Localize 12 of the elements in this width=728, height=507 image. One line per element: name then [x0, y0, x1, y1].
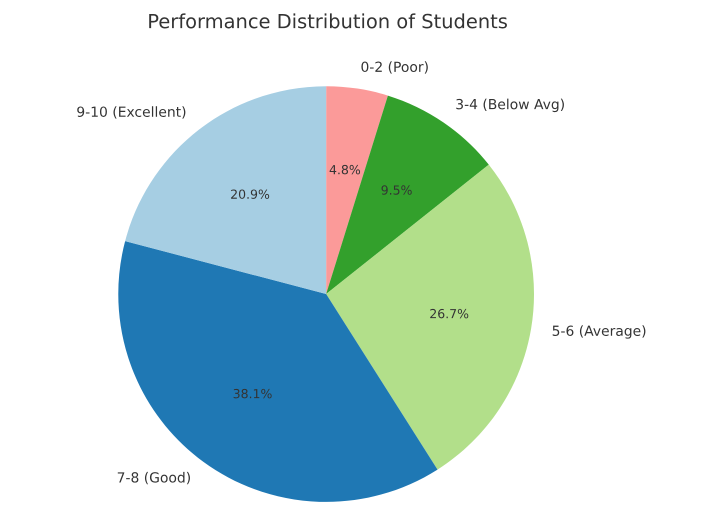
data-label: 4.8% — [330, 164, 360, 174]
slice-label: 5-6 (Average) — [552, 325, 646, 339]
slice-label: 0-2 (Poor) — [361, 61, 428, 74]
slice-label: 7-8 (Good) — [118, 472, 190, 484]
data-label: 38.1% — [234, 388, 272, 398]
chart-title: Performance Distribution of Students — [149, 13, 507, 28]
data-label: 9.5% — [381, 185, 412, 195]
slice-label: 3-4 (Below Avg) — [456, 98, 564, 112]
slice-label: 9-10 (Excellent) — [77, 106, 186, 119]
data-label: 20.9% — [231, 189, 270, 199]
pie-slice — [326, 164, 534, 470]
data-label: 26.7% — [430, 308, 468, 318]
